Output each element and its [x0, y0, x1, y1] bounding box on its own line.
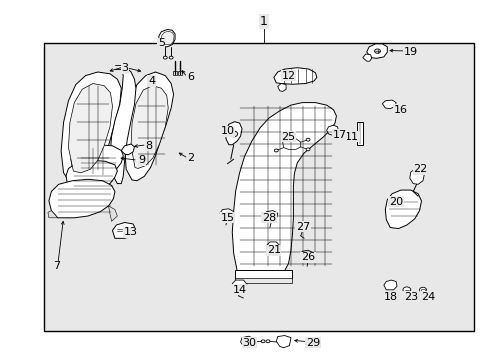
Circle shape — [261, 340, 264, 343]
Bar — [178, 71, 182, 75]
Text: 18: 18 — [384, 292, 397, 302]
Polygon shape — [110, 68, 136, 184]
Text: 5: 5 — [158, 38, 164, 48]
Polygon shape — [68, 84, 112, 173]
Polygon shape — [362, 54, 371, 61]
Text: 10: 10 — [220, 126, 234, 136]
Text: 24: 24 — [420, 292, 434, 302]
Text: 15: 15 — [220, 213, 234, 223]
Text: 12: 12 — [281, 71, 295, 81]
Text: 3: 3 — [121, 63, 128, 73]
Polygon shape — [220, 209, 233, 220]
Circle shape — [229, 131, 237, 137]
Polygon shape — [366, 44, 386, 58]
Polygon shape — [159, 30, 175, 47]
Text: 27: 27 — [295, 222, 310, 232]
Text: 20: 20 — [388, 197, 402, 207]
Polygon shape — [385, 190, 421, 229]
Text: 11: 11 — [345, 132, 358, 142]
Circle shape — [274, 149, 278, 152]
Circle shape — [305, 148, 309, 151]
Polygon shape — [300, 250, 312, 261]
Polygon shape — [232, 280, 246, 291]
Text: 21: 21 — [266, 245, 280, 255]
Circle shape — [163, 56, 167, 59]
Polygon shape — [108, 206, 117, 221]
Circle shape — [419, 287, 426, 292]
Circle shape — [402, 287, 410, 293]
Text: 26: 26 — [301, 252, 314, 262]
Text: 9: 9 — [138, 155, 145, 165]
Text: 2: 2 — [187, 153, 194, 163]
Bar — [420, 289, 425, 291]
Polygon shape — [225, 122, 242, 145]
Text: 29: 29 — [305, 338, 320, 348]
Bar — [44, 43, 473, 331]
Text: 25: 25 — [281, 132, 295, 142]
Text: 13: 13 — [124, 227, 138, 237]
Polygon shape — [382, 100, 395, 109]
Polygon shape — [161, 31, 174, 45]
Bar — [356, 122, 362, 145]
Polygon shape — [264, 211, 277, 221]
Polygon shape — [121, 144, 134, 155]
Circle shape — [374, 49, 380, 53]
Text: 14: 14 — [232, 285, 246, 295]
Polygon shape — [131, 86, 168, 168]
Polygon shape — [124, 72, 173, 181]
Polygon shape — [61, 72, 121, 184]
Text: 28: 28 — [261, 213, 276, 223]
Text: 7: 7 — [53, 261, 60, 271]
Text: 30: 30 — [242, 338, 256, 348]
Polygon shape — [49, 179, 115, 218]
Circle shape — [169, 56, 173, 59]
Polygon shape — [66, 160, 117, 193]
Bar — [234, 270, 292, 279]
Polygon shape — [273, 68, 316, 84]
Polygon shape — [232, 103, 336, 271]
Polygon shape — [71, 145, 123, 175]
Polygon shape — [48, 211, 58, 218]
Text: 16: 16 — [393, 105, 407, 115]
Circle shape — [305, 138, 309, 141]
Polygon shape — [276, 336, 290, 348]
Text: 23: 23 — [403, 292, 417, 302]
Text: 22: 22 — [412, 164, 427, 174]
Polygon shape — [295, 221, 306, 230]
Bar — [173, 71, 177, 75]
Polygon shape — [326, 125, 338, 135]
Polygon shape — [409, 168, 424, 184]
Polygon shape — [266, 242, 279, 252]
Text: 17: 17 — [332, 130, 346, 140]
Bar — [234, 278, 292, 283]
Circle shape — [265, 340, 269, 343]
Text: 19: 19 — [403, 47, 417, 57]
Text: 6: 6 — [187, 72, 194, 82]
Text: 4: 4 — [148, 76, 155, 86]
Polygon shape — [240, 336, 254, 348]
Polygon shape — [277, 84, 285, 91]
Polygon shape — [112, 222, 136, 238]
Polygon shape — [282, 139, 300, 149]
Text: 8: 8 — [145, 141, 152, 151]
Polygon shape — [383, 280, 396, 290]
Text: 1: 1 — [260, 15, 267, 28]
